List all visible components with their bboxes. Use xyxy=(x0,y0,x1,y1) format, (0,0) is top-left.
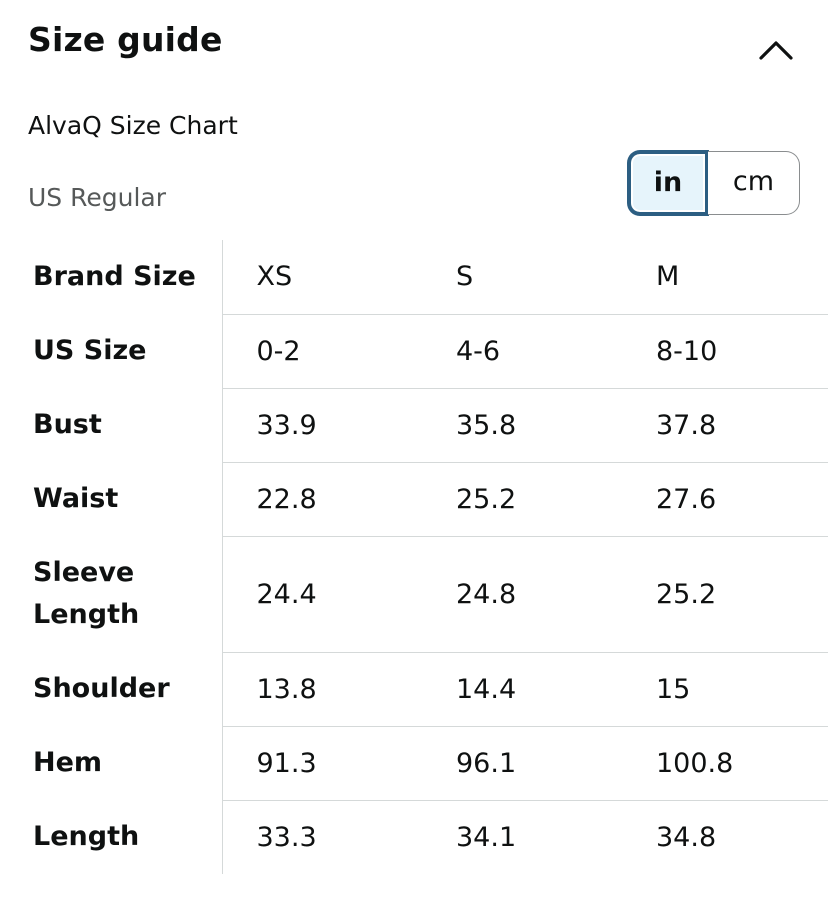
chevron-up-icon xyxy=(759,41,793,60)
row-label: Brand Size xyxy=(0,240,223,314)
unit-toggle: in cm xyxy=(628,151,800,215)
row-label: Length xyxy=(0,800,223,874)
size-table: Brand Size XS S M US Size 0-2 4-6 8-10 B… xyxy=(0,240,828,874)
size-table-container: Brand Size XS S M US Size 0-2 4-6 8-10 B… xyxy=(0,240,828,874)
row-label: Sleeve Length xyxy=(0,536,223,652)
table-row: Bust 33.9 35.8 37.8 xyxy=(0,387,828,462)
table-cell: 22.8 xyxy=(222,461,422,536)
table-cell: 13.8 xyxy=(222,651,422,726)
table-cell: 15 xyxy=(622,651,828,726)
unit-in-button[interactable]: in xyxy=(628,151,708,215)
table-row: Hem 91.3 96.1 100.8 xyxy=(0,725,828,800)
table-cell: 100.8 xyxy=(622,725,828,800)
table-cell: 24.8 xyxy=(422,535,622,652)
table-cell: 33.9 xyxy=(222,387,422,462)
table-cell: 96.1 xyxy=(422,725,622,800)
table-cell: 8-10 xyxy=(622,313,828,388)
table-cell: 4-6 xyxy=(422,313,622,388)
table-cell: 34.8 xyxy=(622,799,828,874)
table-cell: 24.4 xyxy=(222,535,422,652)
table-cell: XS xyxy=(256,261,293,293)
size-guide-header: Size guide xyxy=(28,18,800,74)
table-cell: 25.2 xyxy=(422,461,622,536)
page-title: Size guide xyxy=(28,20,223,59)
table-cell: 37.8 xyxy=(622,387,828,462)
table-cell: 33.3 xyxy=(222,799,422,874)
size-system-label: US Regular xyxy=(28,183,167,212)
table-row: Brand Size XS S M xyxy=(0,240,828,314)
row-label: Waist xyxy=(0,462,223,536)
row-label: Hem xyxy=(0,726,223,800)
table-cell: S xyxy=(456,261,474,293)
size-chart-name: AlvaQ Size Chart xyxy=(28,111,238,140)
table-row: Length 33.3 34.1 34.8 xyxy=(0,799,828,874)
table-cell: 91.3 xyxy=(222,725,422,800)
table-row: US Size 0-2 4-6 8-10 xyxy=(0,313,828,388)
unit-cm-button[interactable]: cm xyxy=(708,151,800,215)
table-cell: 14.4 xyxy=(422,651,622,726)
row-label: US Size xyxy=(0,314,223,388)
table-cell: M xyxy=(656,261,680,293)
table-cell: 25.2 xyxy=(622,535,828,652)
table-cell: 34.1 xyxy=(422,799,622,874)
table-row: Waist 22.8 25.2 27.6 xyxy=(0,461,828,536)
table-cell: 35.8 xyxy=(422,387,622,462)
row-label: Shoulder xyxy=(0,652,223,726)
row-label: Bust xyxy=(0,388,223,462)
table-cell: 0-2 xyxy=(222,313,422,388)
table-row: Sleeve Length 24.4 24.8 25.2 xyxy=(0,535,828,652)
collapse-button[interactable] xyxy=(752,28,800,72)
table-cell: 27.6 xyxy=(622,461,828,536)
table-row: Shoulder 13.8 14.4 15 xyxy=(0,651,828,726)
